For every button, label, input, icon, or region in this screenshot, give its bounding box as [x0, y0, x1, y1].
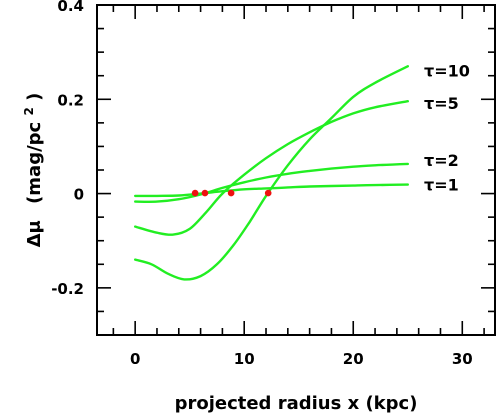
y-axis-title-unit: (mag/pc: [24, 122, 45, 204]
x-tick-label: 10: [234, 350, 255, 368]
series-line: [134, 100, 409, 236]
y-tick-label: 0.4: [57, 0, 84, 15]
series-line: [134, 162, 409, 203]
y-tick-label: -0.2: [51, 280, 84, 298]
x-axis-title: projected radius x (kpc): [175, 393, 418, 414]
series-marker: [227, 189, 235, 197]
plot-frame: [96, 4, 496, 336]
y-axis-title-symbol: Δμ: [24, 220, 45, 247]
series-marker: [201, 189, 209, 197]
series-label: τ=5: [424, 94, 459, 113]
y-axis-title-unit-exponent: 2: [22, 107, 36, 115]
y-tick-label: 0: [74, 186, 84, 204]
series-markers: [191, 189, 272, 197]
x-tick-label: 30: [452, 350, 473, 368]
x-tick-label: 20: [343, 350, 364, 368]
y-tick-label: 0.2: [57, 91, 84, 109]
series-curves: [134, 65, 409, 281]
axis-tick-labels: 0 10 20 30 -0.2 0 0.2 0.4: [51, 0, 473, 368]
series-line: [134, 183, 409, 198]
series-line: [134, 65, 409, 281]
y-axis-title-unit-close: ): [24, 93, 45, 101]
series-label: τ=10: [424, 61, 470, 80]
series-marker: [264, 189, 272, 197]
series-marker: [191, 189, 199, 197]
axis-ticks: [97, 4, 495, 336]
series-label: τ=2: [424, 151, 459, 170]
series-label: τ=1: [424, 176, 459, 195]
x-tick-label: 0: [130, 350, 140, 368]
y-axis-title: Δμ (mag/pc 2 ): [17, 93, 45, 248]
series-labels: τ=1 τ=2 τ=5 τ=10: [424, 61, 470, 194]
